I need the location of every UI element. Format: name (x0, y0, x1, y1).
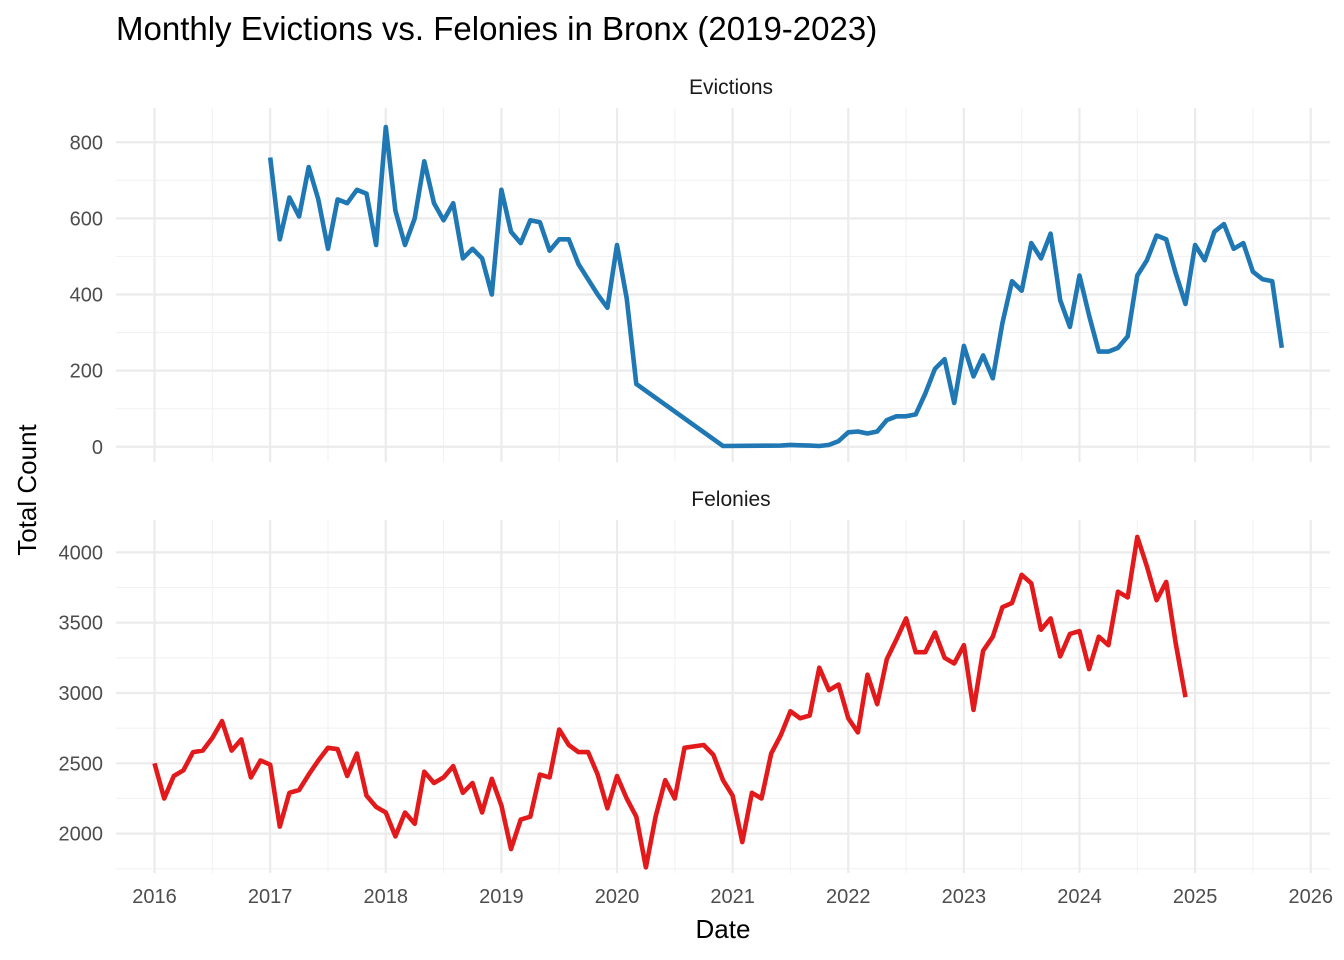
panel-strip-label: Evictions (689, 76, 773, 99)
x-tick-label: 2017 (248, 886, 293, 908)
panel-evictions: 0 200 400 600 800 Evictions (70, 76, 1330, 462)
panel-felonies: 2000 2500 3000 3500 4000 Felonies (59, 488, 1330, 873)
series-line-felonies (152, 534, 1188, 870)
x-tick-label: 2024 (1057, 886, 1102, 908)
x-axis-title: Date (696, 914, 751, 944)
series-line-evictions (267, 124, 1285, 449)
panels: 0 200 400 600 800 Evictions 2000 2500 3000 3500 40… (59, 76, 1333, 908)
y-tick-label: 800 (70, 132, 103, 154)
y-tick-label: 600 (70, 208, 103, 230)
y-tick-label: 3500 (59, 613, 104, 635)
x-tick-label: 2018 (364, 886, 409, 908)
y-tick-label: 200 (70, 361, 103, 383)
y-tick-label: 0 (92, 437, 103, 459)
y-tick-label: 2500 (59, 753, 104, 775)
y-tick-label: 4000 (59, 542, 104, 564)
chart-title: Monthly Evictions vs. Felonies in Bronx … (116, 10, 877, 47)
x-tick-label: 2025 (1173, 886, 1218, 908)
x-tick-label: 2020 (595, 886, 640, 908)
x-tick-label: 2022 (826, 886, 871, 908)
x-tick-label: 2016 (132, 886, 177, 908)
y-tick-label: 400 (70, 285, 103, 307)
x-tick-label: 2021 (710, 886, 755, 908)
y-tick-label: 2000 (59, 824, 104, 846)
panel-strip-label: Felonies (691, 488, 770, 511)
y-tick-label: 3000 (59, 683, 104, 705)
x-tick-label: 2023 (942, 886, 987, 908)
y-axis-title: Total Count (12, 423, 42, 555)
x-tick-label: 2026 (1288, 886, 1333, 908)
x-tick-label: 2019 (479, 886, 524, 908)
